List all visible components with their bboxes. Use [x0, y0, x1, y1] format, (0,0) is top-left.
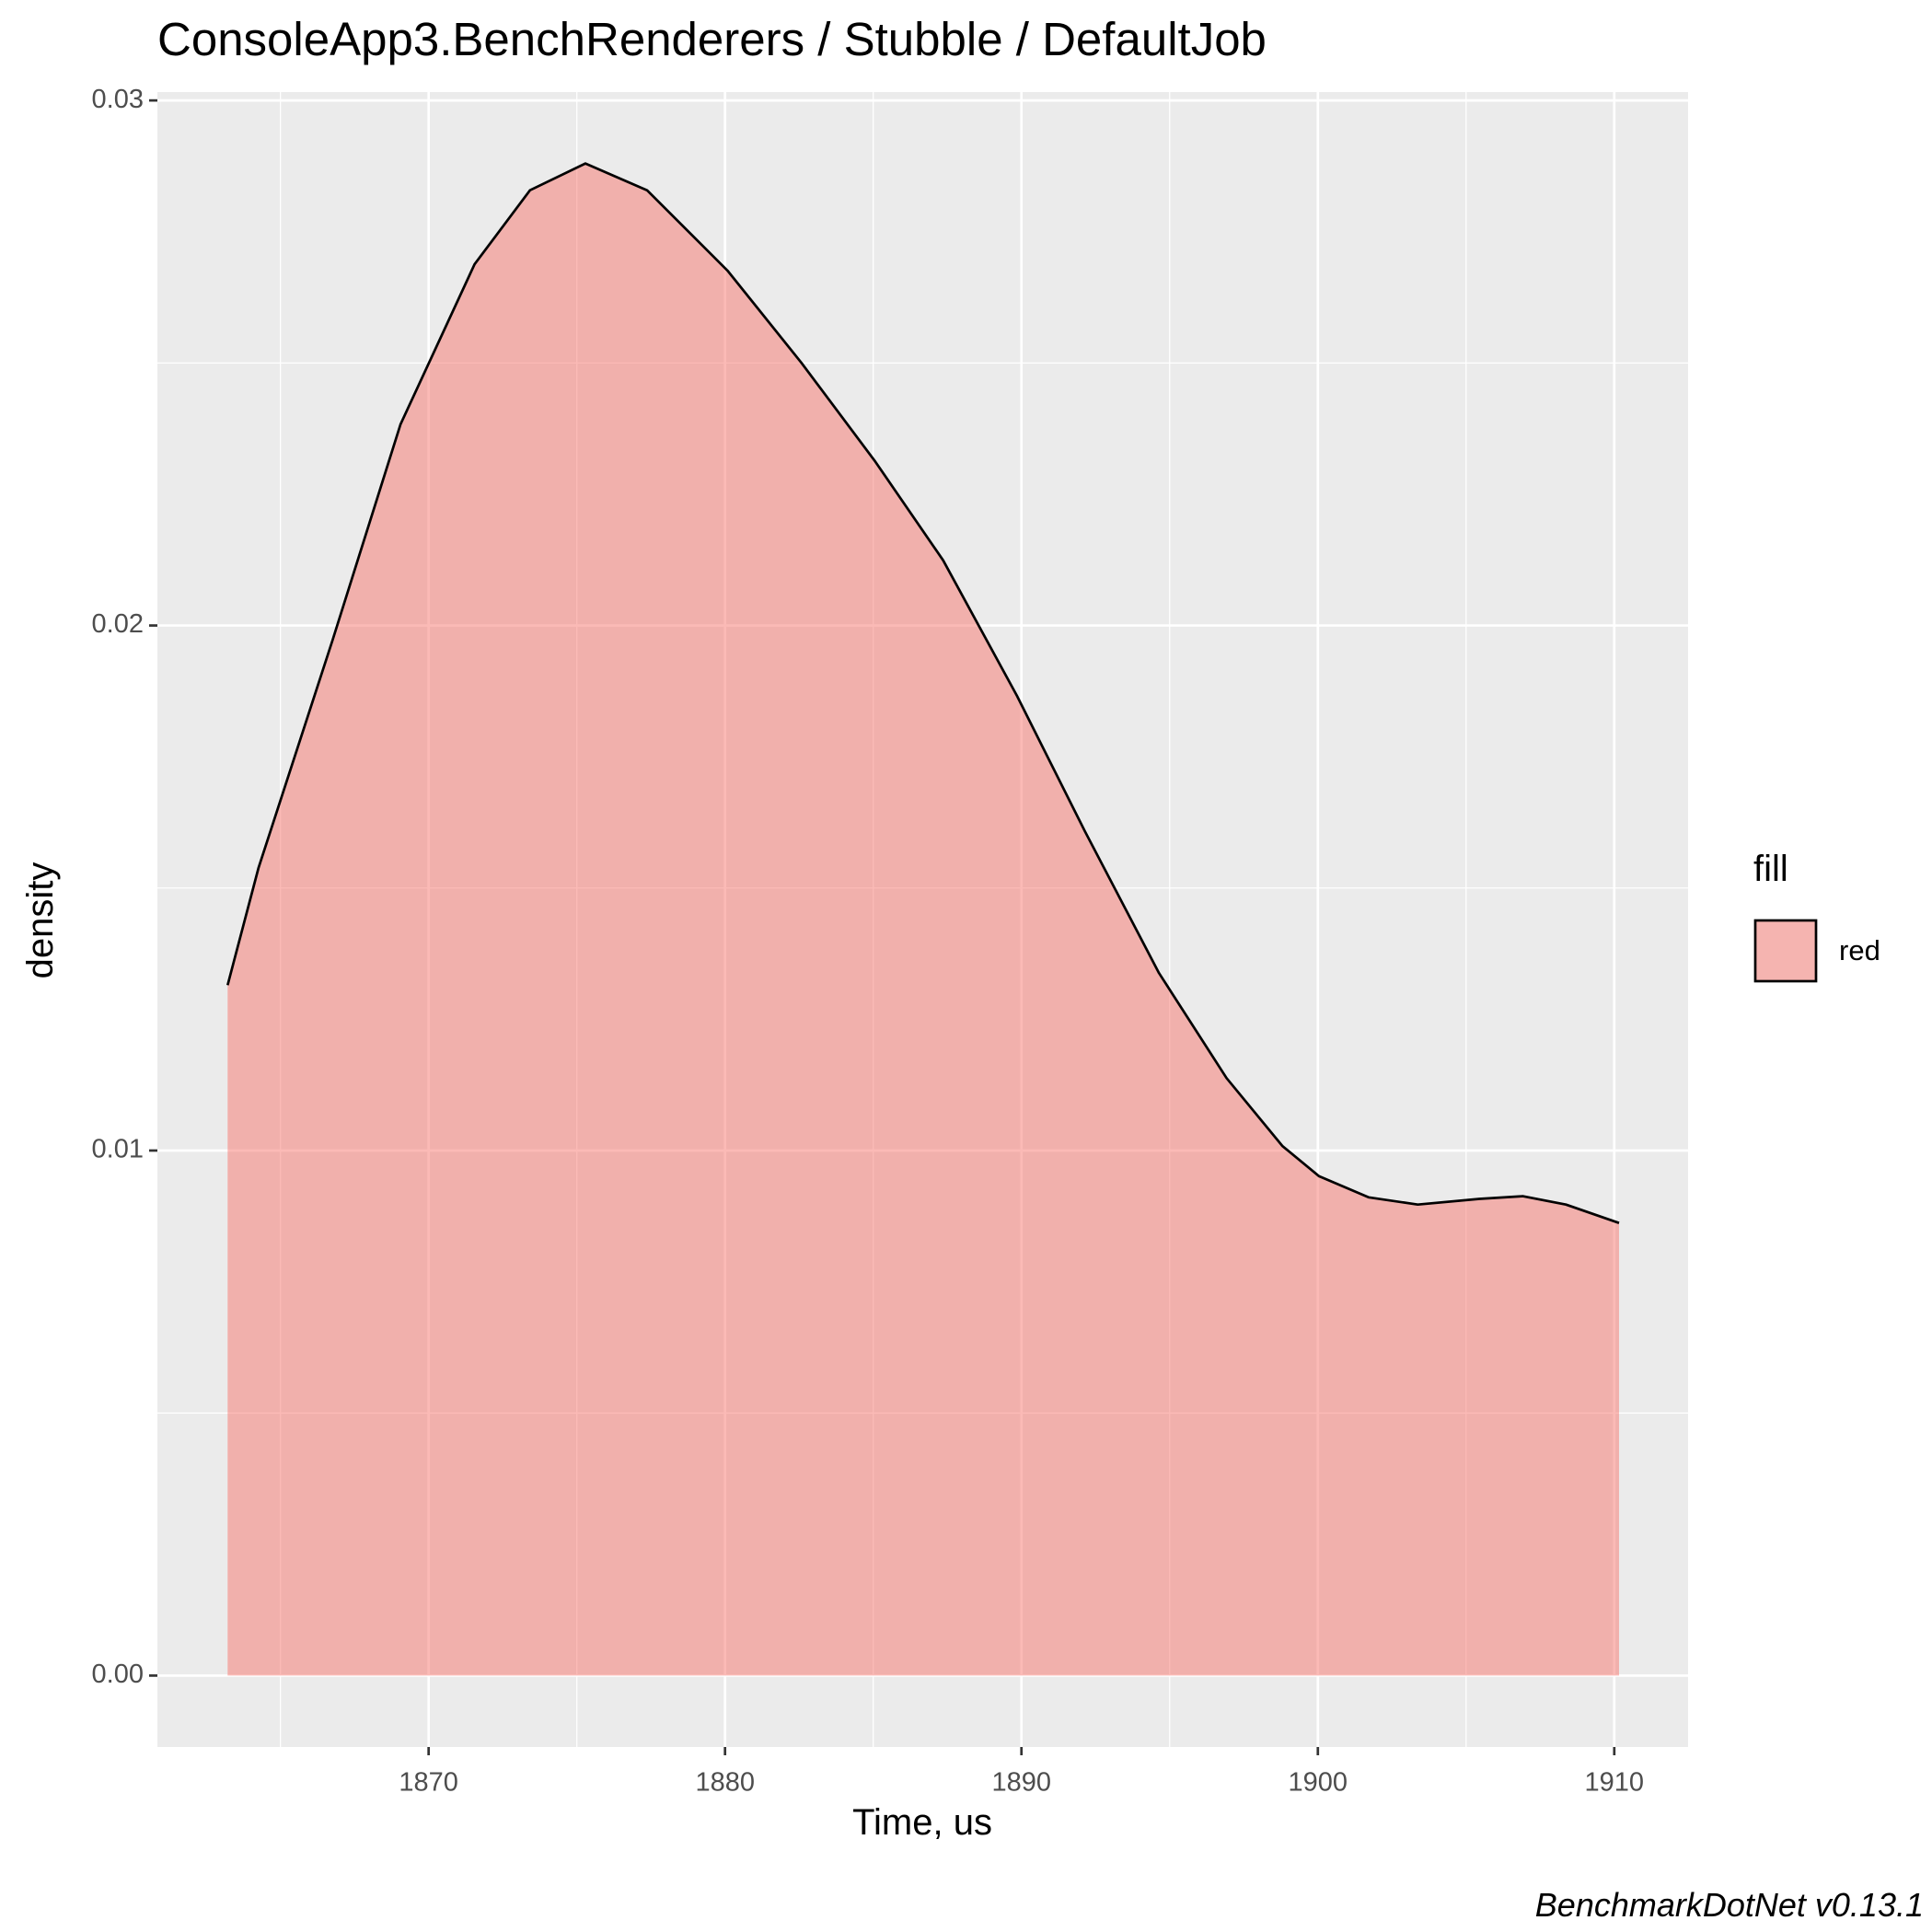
y-tick-label: 0.03: [92, 85, 144, 114]
y-tick-label: 0.01: [92, 1135, 144, 1164]
legend-title: fill: [1753, 849, 1788, 889]
legend-label: red: [1839, 934, 1880, 966]
chart-title: ConsoleApp3.BenchRenderers / Stubble / D…: [157, 13, 1267, 65]
y-tick-label: 0.00: [92, 1660, 144, 1689]
x-tick-label: 1890: [991, 1768, 1051, 1798]
x-tick-label: 1910: [1585, 1768, 1645, 1798]
density-line: [226, 162, 1620, 1224]
legend-key: [1753, 919, 1818, 983]
density-area: [227, 163, 1619, 1676]
x-tick-label: 1870: [399, 1768, 458, 1798]
x-tick-label: 1880: [695, 1768, 755, 1798]
caption: BenchmarkDotNet v0.13.1: [1535, 1886, 1924, 1924]
x-tick-label: 1900: [1289, 1768, 1348, 1798]
x-axis-title: Time, us: [852, 1802, 992, 1843]
y-tick-label: 0.02: [92, 609, 144, 639]
y-axis-title: density: [20, 862, 61, 979]
